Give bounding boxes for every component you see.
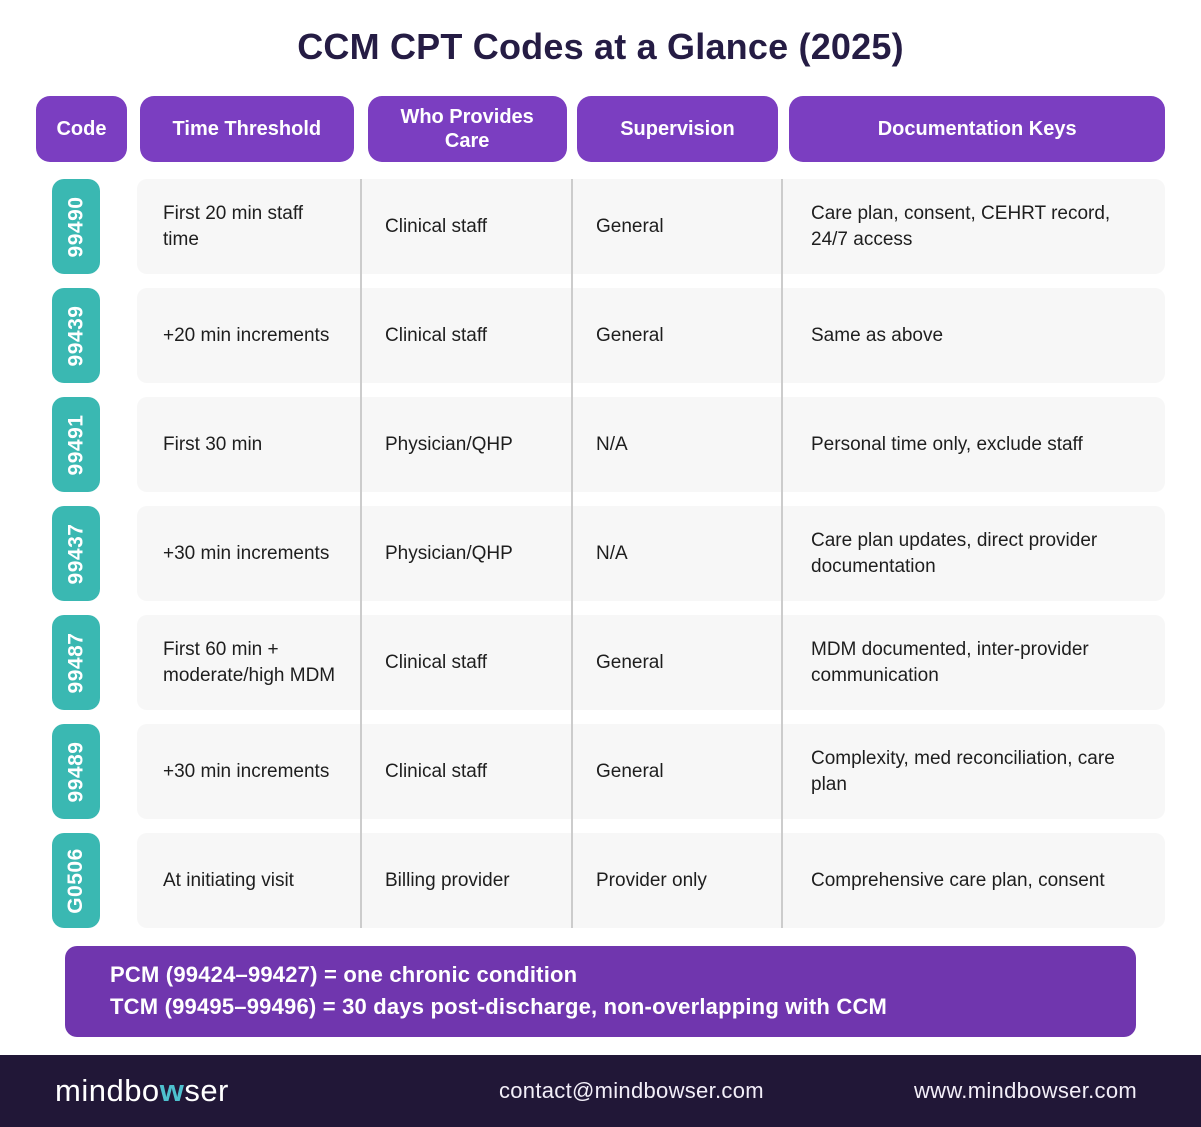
code-label: 99487 [64, 632, 87, 693]
table-row: 99491 First 30 min Physician/QHP N/A Per… [36, 397, 1165, 492]
cell-supervision: General [596, 215, 664, 237]
column-header-code: Code [36, 96, 127, 162]
table-row: 99490 First 20 min staff time Clinical s… [36, 179, 1165, 274]
cell-time-threshold: First 60 min + moderate/high MDM [163, 638, 336, 686]
column-divider [781, 179, 783, 928]
cell-documentation: Care plan updates, direct provider docum… [811, 529, 1098, 577]
cell-documentation: Personal time only, exclude staff [811, 433, 1083, 455]
code-label: 99439 [64, 305, 87, 366]
cell-documentation: MDM documented, inter-provider communica… [811, 638, 1089, 686]
table-header-row: Code Time Threshold Who Provides Care Su… [36, 96, 1165, 162]
code-badge: 99487 [52, 615, 100, 710]
table-row: 99439 +20 min increments Clinical staff … [36, 288, 1165, 383]
table-row: G0506 At initiating visit Billing provid… [36, 833, 1165, 928]
table-row: 99487 First 60 min + moderate/high MDM C… [36, 615, 1165, 710]
cell-provider: Clinical staff [385, 651, 488, 673]
cell-supervision: General [596, 760, 664, 782]
cell-documentation: Comprehensive care plan, consent [811, 869, 1105, 891]
cell-supervision: General [596, 651, 664, 673]
code-badge: 99439 [52, 288, 100, 383]
cell-supervision: N/A [596, 433, 628, 455]
page-title: CCM CPT Codes at a Glance (2025) [297, 26, 904, 67]
code-label: 99490 [64, 196, 87, 257]
code-label: G0506 [64, 847, 87, 914]
cell-supervision: N/A [596, 542, 628, 564]
cell-provider: Clinical staff [385, 215, 488, 237]
footnote-line-pcm: PCM (99424–99427) = one chronic conditio… [110, 962, 578, 987]
cell-supervision: Provider only [596, 869, 707, 891]
contact-email[interactable]: contact@mindbowser.com [498, 1077, 764, 1103]
code-label: 99489 [64, 741, 87, 802]
cell-provider: Physician/QHP [385, 542, 513, 564]
cell-documentation: Same as above [811, 324, 944, 346]
cell-provider: Clinical staff [385, 760, 488, 782]
column-header-time-threshold: Time Threshold [139, 96, 354, 162]
table-row: 99437 +30 min increments Physician/QHP N… [36, 506, 1165, 601]
footnote-box: PCM (99424–99427) = one chronic conditio… [65, 946, 1136, 1037]
cell-time-threshold: +20 min increments [163, 324, 330, 346]
code-badge: 99437 [52, 506, 100, 601]
cell-documentation: Care plan, consent, CEHRT record, 24/7 a… [811, 202, 1111, 250]
mindbowser-logo: mindbowser [55, 1072, 229, 1108]
table-row: 99489 +30 min increments Clinical staff … [36, 724, 1165, 819]
cell-provider: Clinical staff [385, 324, 488, 346]
code-badge: G0506 [52, 833, 100, 928]
cell-supervision: General [596, 324, 664, 346]
cell-provider: Physician/QHP [385, 433, 513, 455]
footer-bar: mindbowser contact@mindbowser.com www.mi… [0, 1054, 1201, 1127]
footnote-line-tcm: TCM (99495–99496) = 30 days post-dischar… [110, 994, 888, 1020]
code-badge: 99489 [52, 724, 100, 819]
column-header-documentation-keys: Documentation Keys [789, 96, 1165, 162]
cell-provider: Billing provider [385, 869, 510, 891]
code-badge: 99490 [52, 179, 100, 274]
logo-w-accent: w [159, 1072, 185, 1108]
website-url[interactable]: www.mindbowser.com [913, 1077, 1137, 1103]
cell-time-threshold: At initiating visit [163, 869, 294, 891]
cell-documentation: Complexity, med reconciliation, care pla… [811, 747, 1115, 795]
cell-time-threshold: First 20 min staff time [163, 202, 304, 250]
table-body: 99490 First 20 min staff time Clinical s… [36, 179, 1165, 928]
code-badge: 99491 [52, 397, 100, 492]
column-divider [571, 179, 573, 928]
code-label: 99491 [64, 414, 87, 475]
column-header-who-provides-care: Who Provides Care [367, 96, 567, 162]
column-divider [360, 179, 362, 928]
cell-time-threshold: First 30 min [163, 433, 263, 455]
code-label: 99437 [64, 523, 87, 584]
cell-time-threshold: +30 min increments [163, 542, 330, 564]
cell-time-threshold: +30 min increments [163, 760, 330, 782]
column-header-supervision: Supervision [576, 96, 779, 162]
